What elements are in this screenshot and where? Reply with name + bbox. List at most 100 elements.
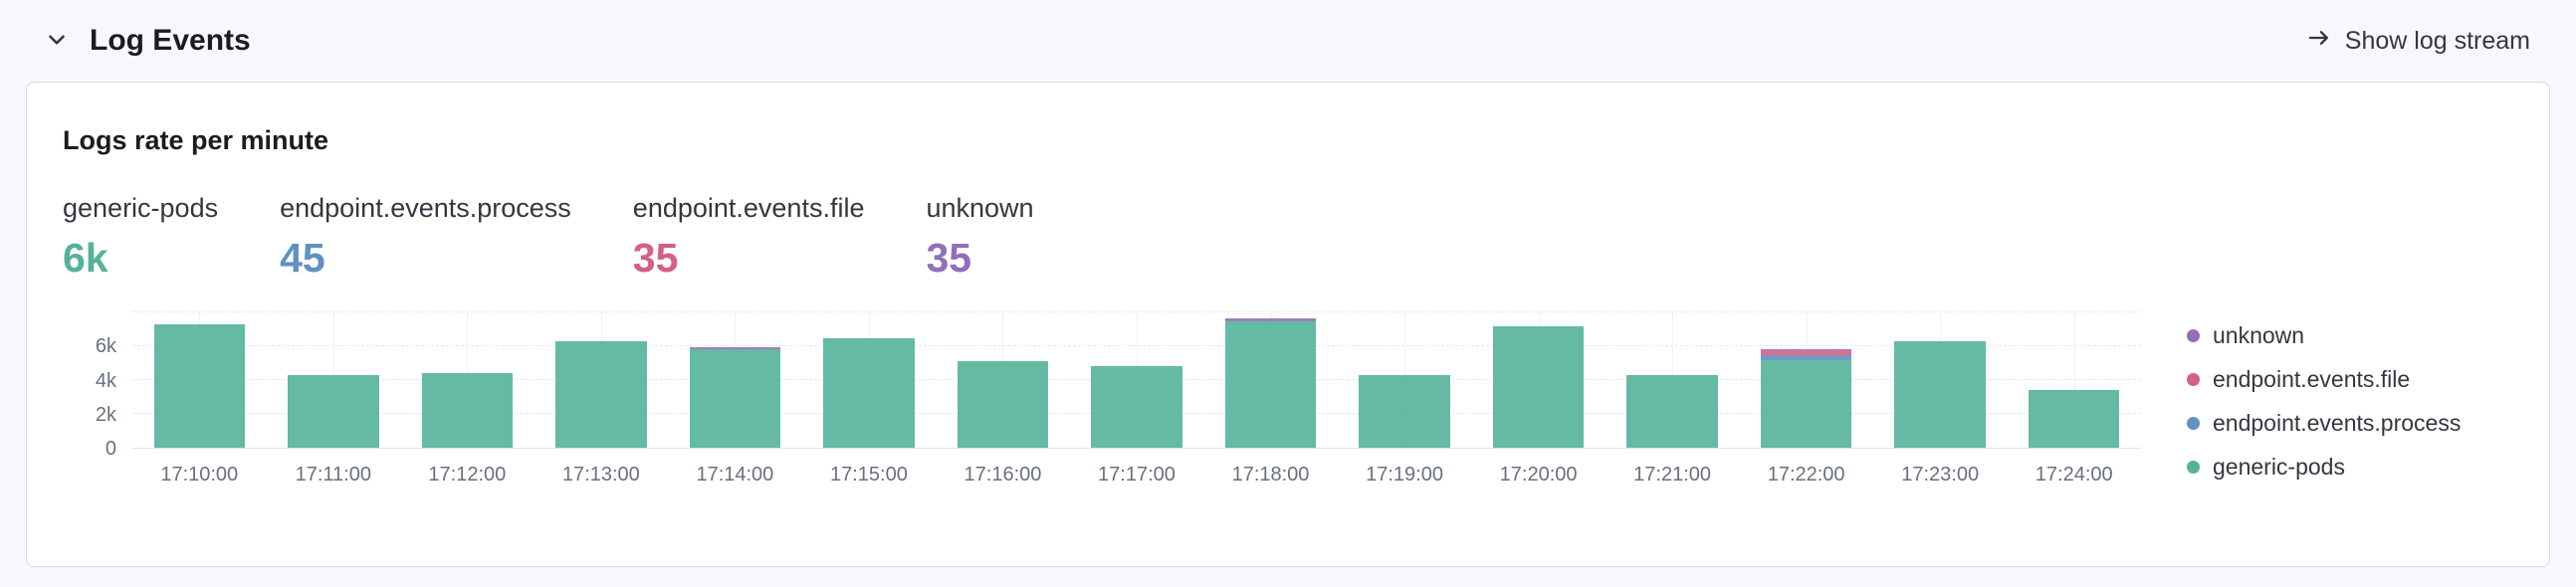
bar-group	[267, 312, 401, 448]
plot-column: 17:10:00 17:11:00 17:12:00 17:13:00 17:14:00…	[132, 311, 2141, 487]
stat-label: endpoint.events.file	[632, 193, 865, 223]
vertical-gridline	[2073, 312, 2075, 448]
stacked-bar[interactable]	[1224, 312, 1317, 448]
x-tick-label: 17:18:00	[1231, 464, 1310, 486]
bar-segment-endpoint.events.file	[1760, 350, 1852, 356]
bar-segment-generic-pods	[1760, 359, 1852, 448]
bar-segment-generic-pods	[1359, 374, 1450, 448]
bar-segment-generic-pods	[823, 337, 915, 448]
bar-segment-generic-pods	[2028, 390, 2120, 448]
x-axis: 17:10:00 17:11:00 17:12:00 17:13:00 17:14:00…	[132, 463, 2141, 487]
bar-group	[1070, 312, 1204, 448]
x-tick-label: 17:20:00	[1499, 464, 1578, 486]
bar-group	[936, 312, 1070, 448]
y-tick-label: 0	[105, 438, 116, 460]
bar-group	[668, 312, 802, 448]
bar-group	[535, 312, 669, 448]
stat-value: 45	[280, 235, 325, 281]
chart-title: Logs rate per minute	[63, 125, 329, 155]
stacked-bar[interactable]	[153, 312, 245, 448]
stat-unknown: unknown 35	[926, 192, 1033, 282]
x-tick-label: 17:17:00	[1098, 464, 1176, 486]
stat-endpoint-events-process: endpoint.events.process 45	[280, 192, 571, 282]
x-tick-label: 17:23:00	[1901, 464, 1980, 486]
bar-segment-generic-pods	[153, 323, 245, 448]
legend-label: endpoint.events.process	[2213, 410, 2462, 436]
x-tick-label: 17:19:00	[1366, 464, 1443, 486]
legend-label: unknown	[2213, 322, 2305, 348]
bar-segment-generic-pods	[957, 361, 1049, 448]
x-tick-label: 17:21:00	[1633, 464, 1712, 486]
x-tick-label: 17:11:00	[295, 464, 371, 486]
stacked-bar[interactable]	[288, 312, 379, 448]
stacked-bar[interactable]	[1091, 312, 1182, 448]
show-log-stream-label: Show log stream	[2344, 26, 2530, 55]
bar-segment-generic-pods	[1492, 325, 1585, 448]
bar-group	[1873, 312, 2008, 448]
bar-segment-generic-pods	[288, 374, 379, 448]
bar-segment-endpoint.events.process	[1760, 355, 1852, 360]
stacked-bar[interactable]	[1492, 312, 1585, 448]
bar-segment-unknown	[689, 347, 781, 350]
x-tick-label: 17:16:00	[964, 464, 1042, 486]
x-tick-label: 17:12:00	[428, 464, 507, 486]
stat-label: generic-pods	[63, 193, 219, 223]
bar-group	[132, 312, 267, 448]
legend-item[interactable]: endpoint.events.file	[2187, 366, 2509, 393]
stacked-bar[interactable]	[823, 312, 915, 448]
stacked-bar[interactable]	[1760, 312, 1852, 448]
page-title: Log Events	[90, 24, 251, 57]
bar-segment-unknown	[1760, 349, 1852, 351]
legend-label: endpoint.events.file	[2213, 366, 2411, 392]
y-tick-label: 2k	[95, 403, 116, 426]
gridline	[132, 311, 2141, 312]
stat-endpoint-events-file: endpoint.events.file 35	[633, 192, 865, 282]
stacked-bar[interactable]	[957, 312, 1049, 448]
plot-area	[132, 311, 2141, 449]
legend-item[interactable]: endpoint.events.process	[2187, 410, 2509, 437]
stacked-bar[interactable]	[1359, 312, 1450, 448]
legend-dot-icon	[2187, 329, 2200, 342]
bar-group	[400, 312, 535, 448]
bar-group	[1203, 312, 1338, 448]
stacked-bar[interactable]	[1894, 312, 1986, 448]
bar-group	[1606, 312, 1740, 448]
bar-segment-unknown	[1224, 318, 1317, 321]
bar-segment-generic-pods	[1894, 340, 1986, 448]
x-tick-label: 17:22:00	[1767, 464, 1845, 486]
stat-generic-pods: generic-pods 6k	[63, 192, 218, 282]
stat-value: 6k	[63, 235, 108, 281]
header-left: Log Events	[40, 23, 251, 60]
bar-segment-generic-pods	[555, 340, 647, 448]
stacked-bar[interactable]	[421, 312, 514, 448]
stat-value: 35	[632, 235, 679, 281]
y-axis: 0 2k 4k 6k	[63, 312, 132, 459]
log-events-header: Log Events Show log stream	[0, 0, 2576, 82]
stacked-bar[interactable]	[1626, 312, 1718, 448]
stacked-bar[interactable]	[689, 312, 781, 448]
x-tick-label: 17:15:00	[829, 464, 908, 486]
bar-segment-generic-pods	[1626, 374, 1718, 448]
bar-group	[1471, 312, 1606, 448]
stacked-bar[interactable]	[2028, 312, 2120, 448]
chart-legend: unknown endpoint.events.file endpoint.even…	[2141, 322, 2509, 481]
y-tick-label: 6k	[95, 335, 116, 358]
bar-segment-generic-pods	[1224, 320, 1317, 448]
legend-dot-icon	[2187, 417, 2200, 430]
arrow-right-icon	[2306, 25, 2332, 58]
show-log-stream-link[interactable]: Show log stream	[2306, 25, 2530, 58]
collapse-toggle-button[interactable]	[40, 23, 74, 60]
legend-label: generic-pods	[2213, 454, 2345, 480]
bar-group	[1739, 312, 1873, 448]
bar-group	[1338, 312, 1472, 448]
stat-label: unknown	[926, 193, 1034, 223]
bar-segment-generic-pods	[1091, 366, 1182, 448]
legend-item[interactable]: generic-pods	[2187, 454, 2509, 481]
chevron-down-icon	[44, 27, 70, 56]
bar-chart: 0 2k 4k 6k 17:10:00 17:11:00 17:12:00 17:13:00…	[63, 311, 2509, 487]
x-tick-label: 17:24:00	[2035, 464, 2113, 486]
legend-item[interactable]: unknown	[2187, 322, 2509, 349]
stats-row: generic-pods 6k endpoint.events.process …	[63, 192, 2509, 282]
legend-dot-icon	[2187, 461, 2200, 474]
stacked-bar[interactable]	[555, 312, 647, 448]
